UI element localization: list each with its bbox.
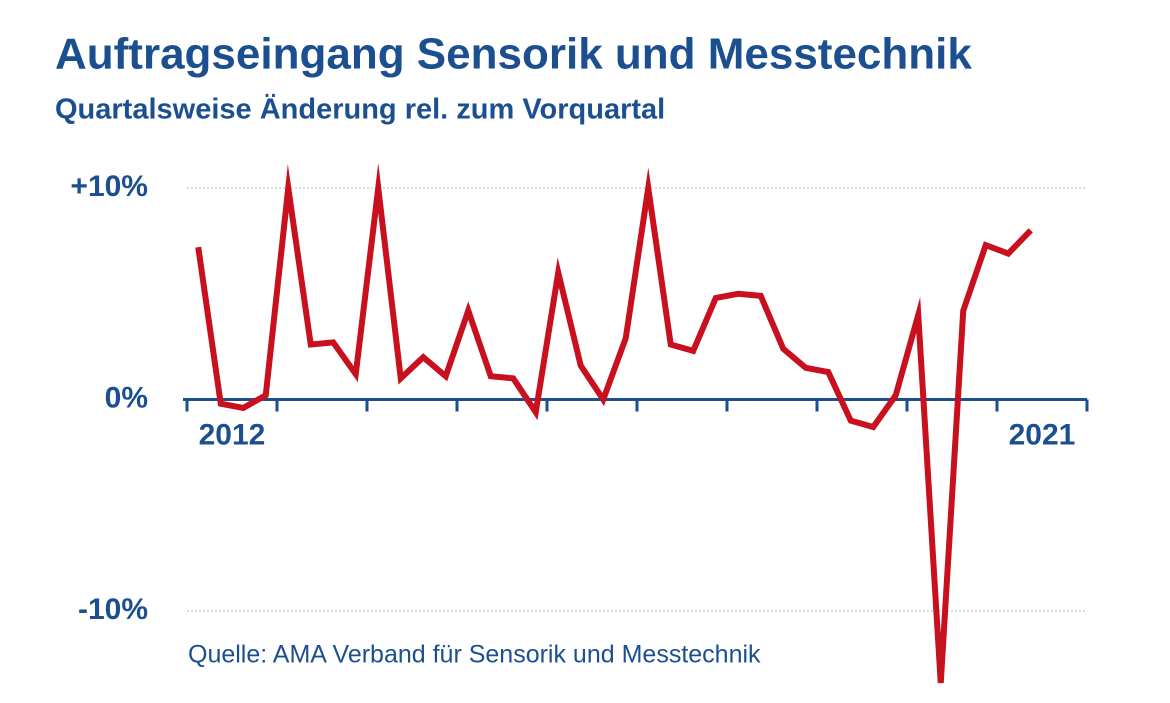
x-tick-label: 2012 <box>199 418 266 451</box>
y-tick-label: 0% <box>105 381 148 414</box>
y-tick-label: -10% <box>78 593 148 626</box>
data-line <box>195 162 1033 684</box>
chart-subtitle: Quartalsweise Änderung rel. zum Vorquart… <box>55 93 665 126</box>
y-tick-label: +10% <box>70 170 148 203</box>
x-tick-label: 2021 <box>1009 418 1076 451</box>
source-note: Quelle: AMA Verband für Sensorik und Mes… <box>188 641 761 669</box>
chart-title: Auftragseingang Sensorik und Messtechnik <box>55 30 972 79</box>
